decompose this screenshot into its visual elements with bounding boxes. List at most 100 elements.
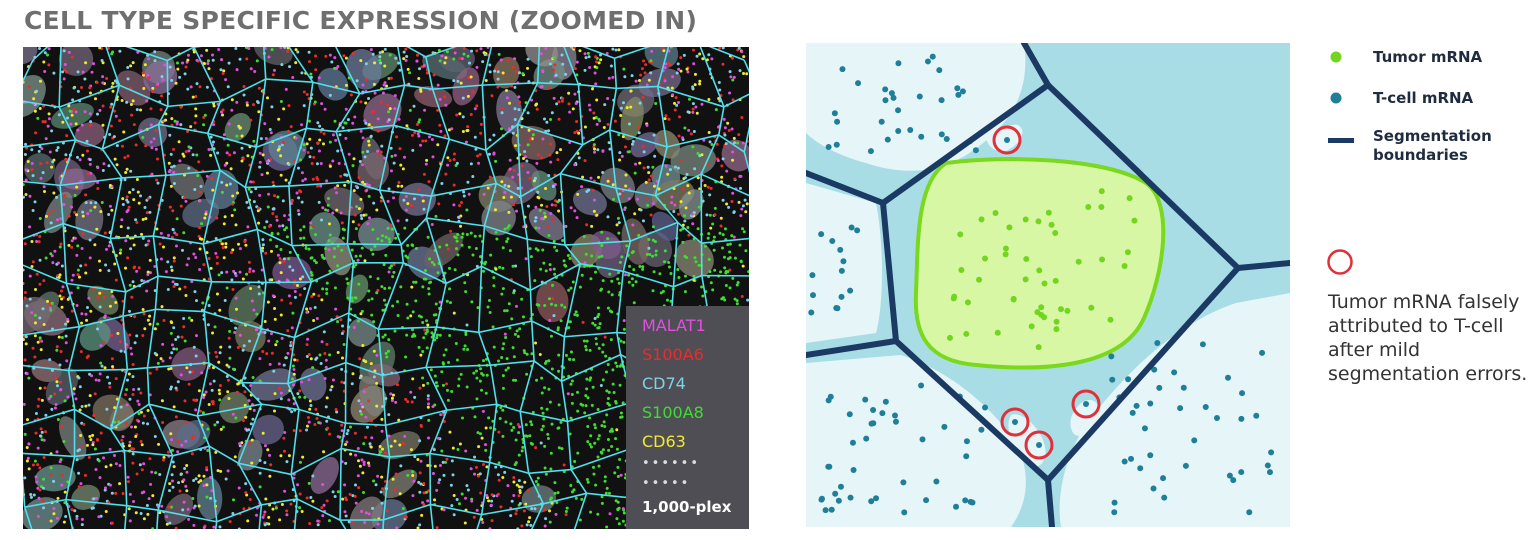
transcript-dot: [120, 438, 124, 442]
transcript-dot: [384, 351, 388, 355]
transcript-dot: [200, 237, 204, 241]
transcript-dot: [424, 331, 428, 335]
boundary-segment: [157, 124, 167, 176]
boundary-segment: [560, 381, 569, 422]
transcript-dot: [227, 336, 231, 340]
mrna-dots: [808, 53, 1275, 516]
transcript-dot: [45, 53, 49, 57]
transcript-dot: [270, 48, 274, 52]
diagram-svg: [806, 43, 1290, 527]
nucleus: [528, 208, 565, 241]
transcript-dot: [559, 420, 563, 424]
transcript-dot: [73, 210, 77, 214]
transcript-dot: [211, 331, 215, 335]
tcell-mrna-dot: [962, 497, 969, 504]
transcript-dot: [284, 226, 288, 230]
transcript-dot: [324, 365, 328, 369]
transcript-dot: [434, 302, 438, 306]
transcript-dot: [538, 353, 542, 357]
transcript-dot: [386, 199, 390, 203]
transcript-dot: [517, 485, 521, 489]
legend-boundary-label: Segmentation boundaries: [1373, 127, 1492, 164]
transcript-dot: [411, 470, 415, 474]
transcript-dot: [235, 134, 239, 138]
transcript-dot: [28, 225, 32, 229]
boundary-segment: [152, 235, 159, 277]
tumor-mrna-dot: [958, 266, 965, 273]
transcript-dot: [103, 366, 107, 370]
transcript-dot: [75, 514, 79, 518]
transcript-dot: [129, 346, 133, 350]
transcript-dot: [583, 264, 587, 268]
transcript-dot: [469, 112, 473, 116]
transcript-dot: [588, 66, 592, 70]
transcript-dot: [585, 387, 589, 391]
transcript-dot: [663, 79, 667, 83]
transcript-dot: [23, 195, 25, 199]
transcript-dot: [67, 243, 71, 247]
transcript-dot: [65, 70, 69, 74]
transcript-dot: [664, 62, 668, 66]
boundary-segment: [65, 498, 127, 507]
transcript-dot: [101, 123, 105, 127]
transcript-dot: [282, 257, 286, 261]
transcript-dot: [398, 68, 402, 72]
transcript-dot: [190, 452, 194, 456]
transcript-dot: [269, 131, 273, 135]
transcript-dot: [36, 404, 40, 408]
transcript-dot: [455, 498, 459, 502]
transcript-dot: [206, 62, 210, 66]
transcript-dot: [354, 227, 358, 231]
transcript-dot: [591, 321, 595, 325]
transcript-dot: [372, 320, 376, 324]
transcript-dot: [283, 449, 287, 453]
transcript-dot: [631, 223, 635, 227]
transcript-dot: [113, 262, 117, 266]
tcell-mrna-dot: [1226, 472, 1233, 479]
transcript-dot: [356, 459, 360, 463]
transcript-dot: [743, 198, 747, 202]
transcript-dot: [466, 94, 470, 98]
boundary-segment: [608, 88, 618, 131]
transcript-dot: [727, 205, 731, 209]
transcript-dot: [236, 382, 240, 386]
transcript-dot: [671, 75, 675, 79]
transcript-dot: [423, 108, 427, 112]
transcript-dot: [361, 405, 365, 409]
transcript-dot: [93, 205, 97, 209]
transcript-dot: [621, 101, 625, 105]
transcript-dot: [340, 367, 344, 371]
transcript-dot: [574, 102, 578, 106]
transcript-dot: [220, 242, 224, 246]
gene-panel-legend: MALAT1 S100A6 CD74 S100A8 CD63 •••••• ••…: [626, 306, 749, 529]
transcript-dot: [306, 416, 310, 420]
transcript-dot: [92, 62, 96, 66]
transcript-dot: [358, 357, 362, 361]
transcript-dot: [28, 274, 32, 278]
transcript-dot: [448, 430, 452, 434]
transcript-dot: [347, 76, 351, 80]
transcript-dot: [449, 483, 453, 487]
transcript-dot: [217, 273, 221, 277]
transcript-dot: [587, 188, 591, 192]
transcript-dot: [46, 299, 50, 303]
transcript-dot: [125, 195, 129, 199]
boundary-segment: [193, 47, 222, 102]
transcript-dot: [252, 139, 256, 143]
transcript-dot: [339, 318, 343, 322]
transcript-dot: [405, 54, 409, 58]
transcript-dot: [182, 317, 186, 321]
tcell-mrna-dot: [847, 494, 854, 501]
transcript-dot: [677, 134, 681, 138]
transcript-dot: [85, 318, 89, 322]
boundary-segment: [519, 196, 529, 240]
transcript-dot: [249, 190, 253, 194]
transcript-dot: [175, 233, 179, 237]
transcript-dot: [23, 183, 25, 187]
transcript-dot: [50, 301, 54, 305]
transcript-dot: [700, 102, 704, 106]
transcript-dot: [534, 216, 538, 220]
transcript-dot: [273, 392, 277, 396]
nucleus: [363, 93, 402, 132]
transcript-dot: [462, 194, 466, 198]
